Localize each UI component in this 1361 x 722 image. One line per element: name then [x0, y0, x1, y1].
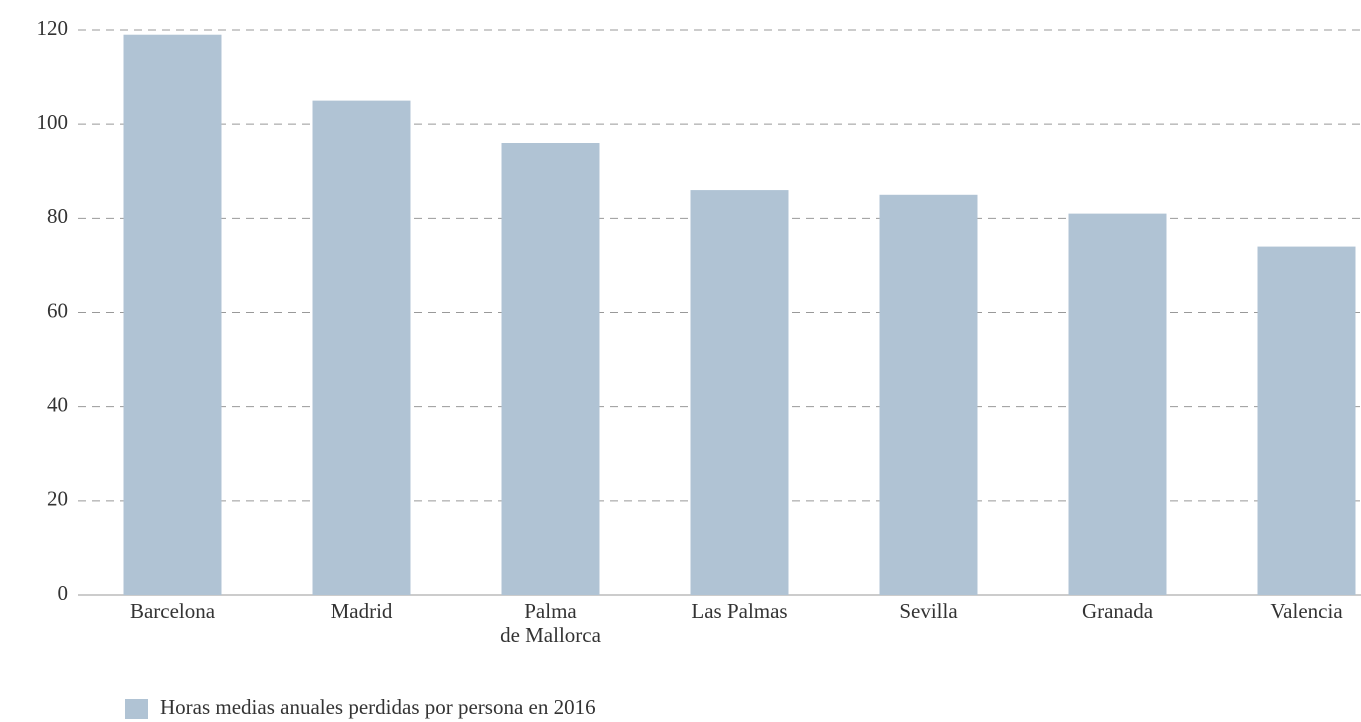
y-tick-label: 80 [47, 204, 68, 228]
x-tick-label: Madrid [331, 599, 393, 623]
bar [1257, 246, 1356, 596]
y-tick-label: 40 [47, 392, 68, 416]
bar [879, 194, 978, 595]
bar [690, 190, 789, 596]
bar [312, 100, 411, 595]
legend-label: Horas medias anuales perdidas por person… [160, 695, 596, 719]
x-tick-label: Granada [1082, 599, 1154, 623]
legend-swatch [125, 699, 148, 719]
y-tick-label: 120 [37, 16, 69, 40]
y-tick-label: 60 [47, 298, 68, 322]
y-tick-label: 100 [37, 110, 69, 134]
x-tick-label: Palma de Mallorca [500, 599, 602, 647]
bar [501, 143, 600, 595]
x-tick-label: Barcelona [130, 599, 216, 623]
x-tick-label: Las Palmas [691, 599, 787, 623]
y-tick-label: 0 [58, 581, 69, 605]
bar [1068, 213, 1167, 595]
y-tick-label: 20 [47, 487, 68, 511]
label-line: de Mallorca [500, 623, 602, 647]
label-line: Palma [524, 599, 577, 623]
x-tick-label: Valencia [1270, 599, 1343, 623]
bar [123, 34, 222, 596]
x-tick-label: Sevilla [899, 599, 958, 623]
